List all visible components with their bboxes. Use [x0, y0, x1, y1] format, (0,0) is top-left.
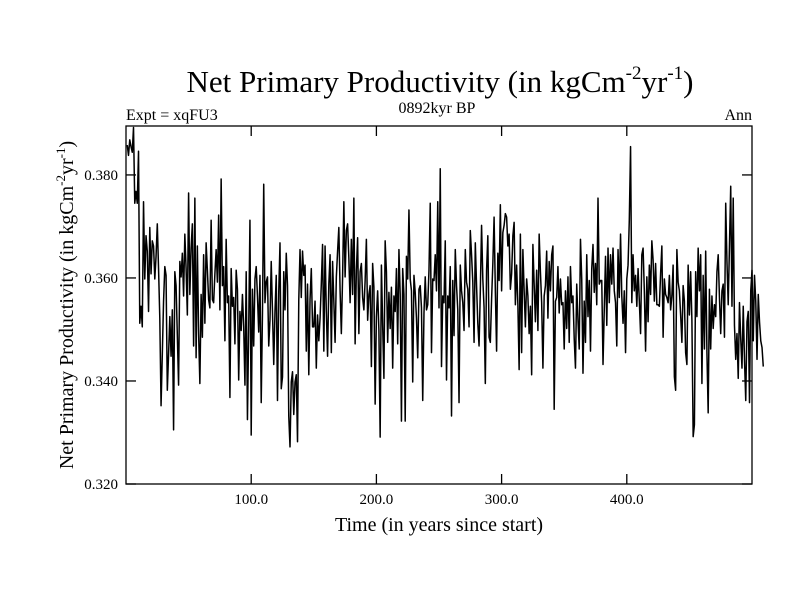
x-tick-label: 200.0: [360, 492, 394, 508]
y-axis-label-end: ): [56, 141, 78, 148]
experiment-label: Expt = xqFU3: [126, 107, 218, 124]
y-axis-label-mid: yr: [56, 158, 78, 175]
y-axis-label: Net Primary Productivity (in kgCm-2yr-1): [53, 141, 78, 469]
x-tick-label: 400.0: [610, 492, 644, 508]
y-tick-label: 0.340: [84, 374, 118, 390]
chart-title-mid: yr: [641, 64, 668, 99]
npp-series-line: [126, 126, 765, 448]
x-axis: 100.0 200.0 300.0 400.0: [234, 126, 644, 508]
x-tick-label: 100.0: [234, 492, 268, 508]
chart-title-text: Net Primary Productivity (in kgCm: [187, 64, 626, 99]
y-axis-label-sup-2: -1: [53, 148, 68, 159]
x-axis-label: Time (in years since start): [335, 514, 543, 536]
x-tick-label: 300.0: [485, 492, 519, 508]
chart-title-sup-1: -2: [626, 63, 642, 84]
period-label: 0892kyr BP: [399, 100, 476, 117]
y-axis-label-text: Net Primary Productivity (in kgCm: [56, 185, 78, 469]
y-tick-label: 0.320: [84, 477, 118, 493]
chart-title-sup-2: -1: [667, 63, 683, 84]
y-axis-label-sup-1: -2: [53, 175, 68, 186]
y-tick-label: 0.380: [84, 168, 118, 184]
season-label: Ann: [724, 107, 752, 124]
y-tick-label: 0.360: [84, 271, 118, 287]
chart-title: Net Primary Productivity (in kgCm-2yr-1): [187, 63, 694, 99]
y-axis: 0.320 0.340 0.360 0.380: [84, 168, 752, 493]
chart-title-end: ): [683, 64, 693, 99]
